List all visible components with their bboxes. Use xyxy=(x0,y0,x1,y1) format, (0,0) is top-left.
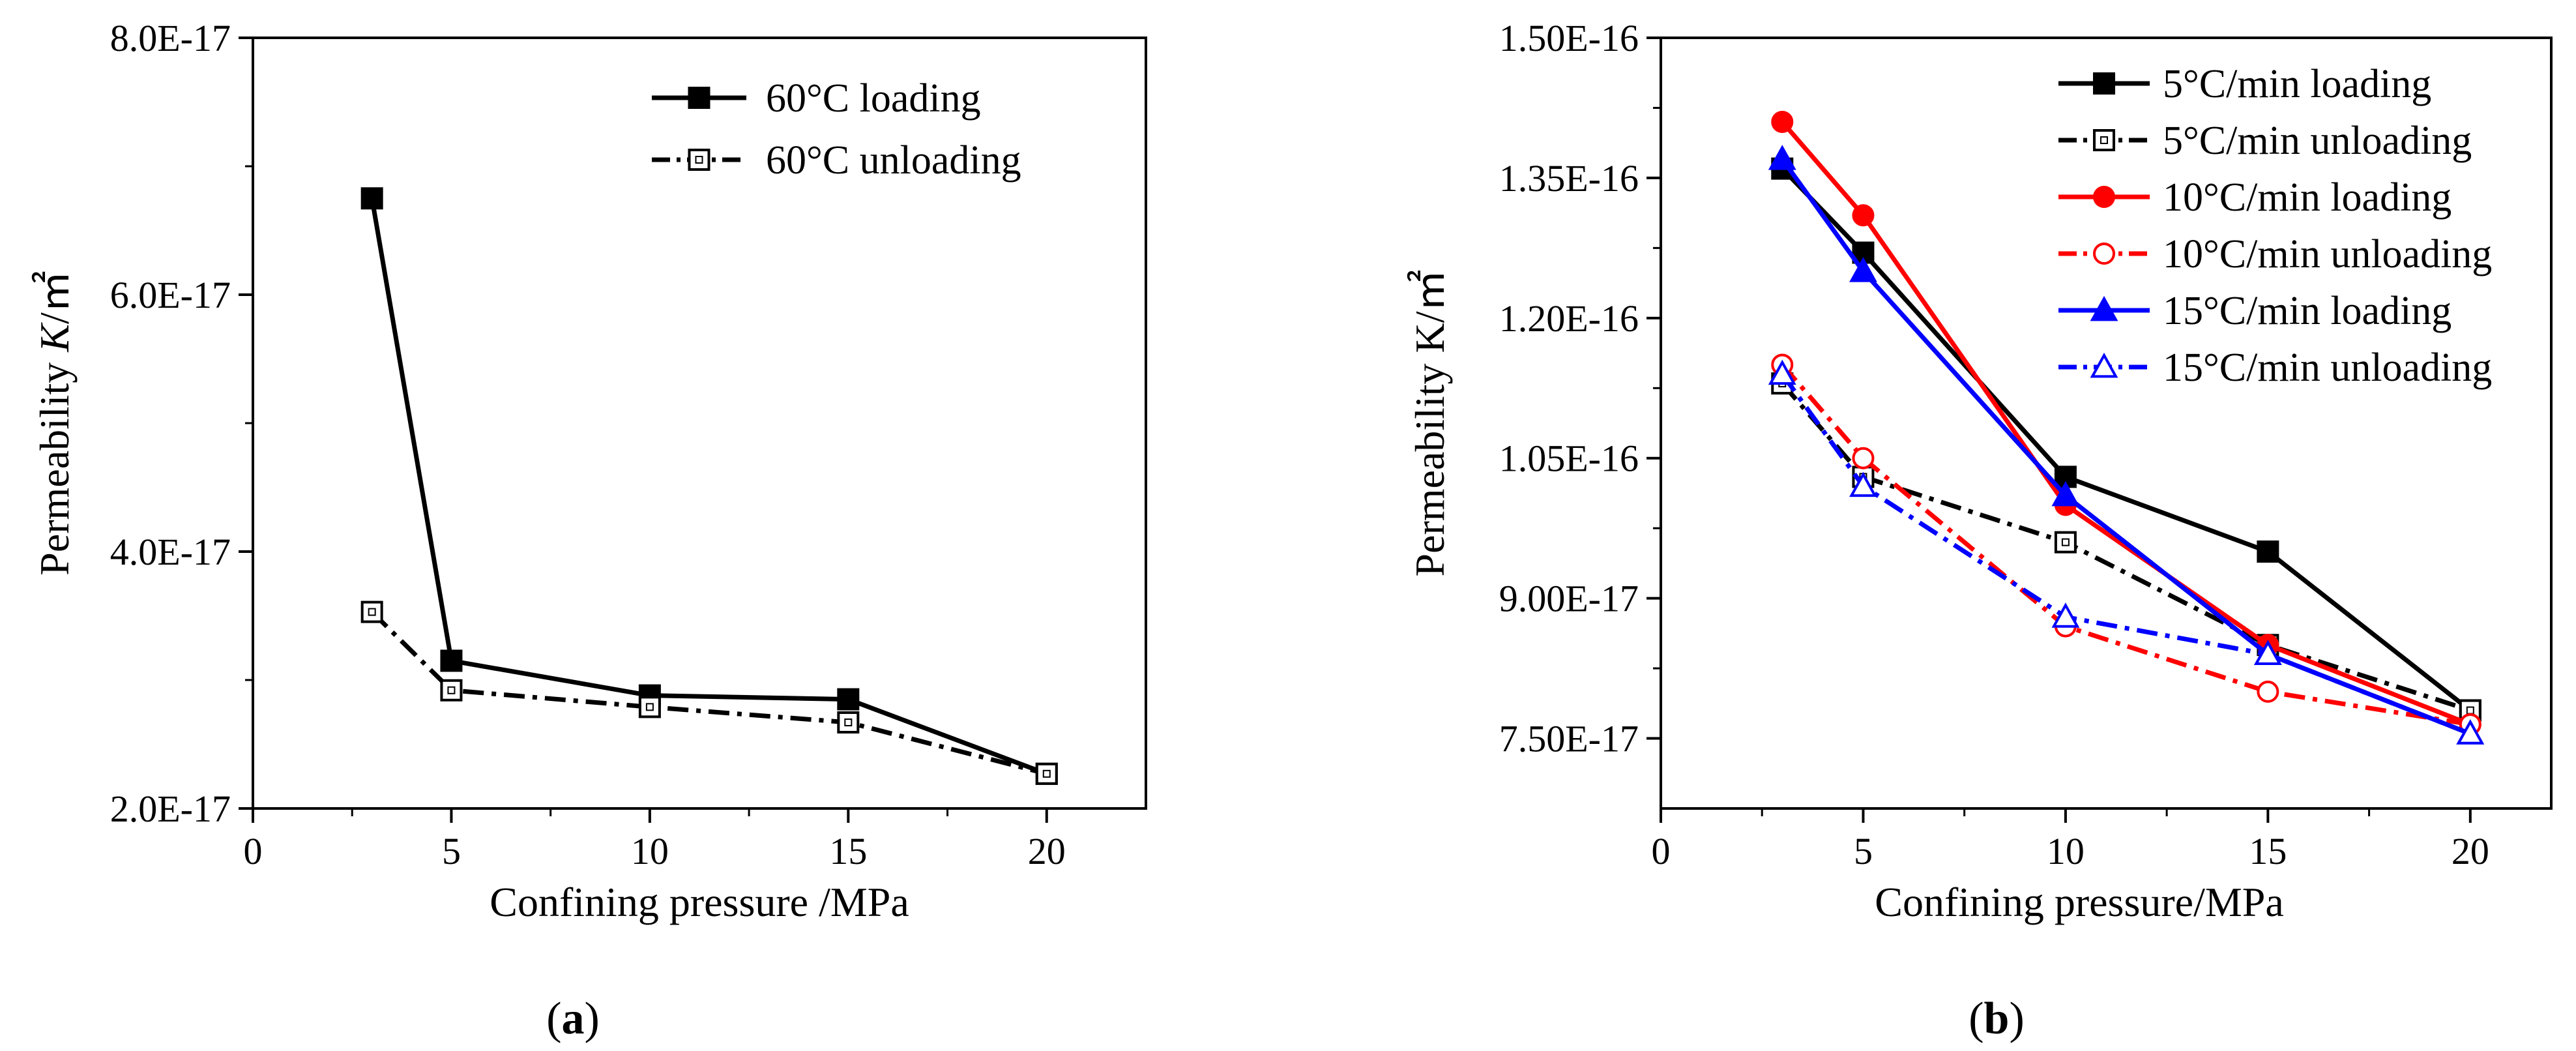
panel-a-x-tick-label: 15 xyxy=(829,830,867,872)
panel-b-caption-letter: b xyxy=(1984,994,2010,1044)
panel-b-y-tick-label: 1.20E-16 xyxy=(1499,297,1639,340)
panel-b: 0 5 10 15 20 7.50E-17 9.00E-17 1.05E-16 1.20E-16… xyxy=(1407,17,2553,1044)
panel-a-point-60-c-unloading xyxy=(440,679,463,702)
panel-b-legend-marker-15-c-min-loading xyxy=(2090,295,2118,321)
panel-b-legend-marker-5-c-min-unloading xyxy=(2093,129,2115,151)
panel-b-legend-marker-10-c-min-unloading xyxy=(2093,243,2115,265)
panel-a-legend-label-60-c-unloading: 60°C unloading xyxy=(766,138,1021,183)
panel-b-legend-label-15-c-min-loading: 15°C/min loading xyxy=(2163,289,2452,333)
panel-a-point-60-c-loading xyxy=(440,649,463,672)
panel-a-point-60-c-loading xyxy=(360,187,383,210)
panel-b-x-tick-label: 10 xyxy=(2047,830,2085,872)
panel-a-y-tick-label: 4.0E-17 xyxy=(110,531,231,573)
panel-a-point-60-c-unloading-inner xyxy=(447,686,456,694)
panel-a-legend-marker-60-c-loading xyxy=(688,87,710,109)
panel-a-series-line-60-c-loading xyxy=(370,198,1048,777)
panel-b-legend-label-10-c-min-unloading: 10°C/min unloading xyxy=(2163,232,2492,276)
panel-b-y-tick-label: 7.50E-17 xyxy=(1499,718,1639,760)
panel-b-point-15-c-min-loading xyxy=(1849,257,1877,282)
panel-a-x-axis-title: Confining pressure /MPa xyxy=(490,879,909,925)
panel-b-legend-marker-15-c-min-unloading xyxy=(2090,352,2118,378)
panel-a-y-axis-title-var: K xyxy=(31,322,78,353)
panel-b-point-15-c-min-loading xyxy=(2051,481,2080,507)
panel-a-y-tick-label: 8.0E-17 xyxy=(110,17,231,59)
panel-a-series-line-60-c-unloading xyxy=(370,610,1047,777)
panel-b-point-15-c-min-unloading xyxy=(1768,359,1796,385)
panel-b-series-line-15-c-min-unloading xyxy=(1780,372,2472,736)
panel-b-point-15-c-min-unloading xyxy=(2253,640,2282,665)
panel-b-y-tick-label: 9.00E-17 xyxy=(1499,578,1639,620)
panel-b-y-tick-label: 1.35E-16 xyxy=(1499,157,1639,200)
panel-b-y-tick-label: 1.05E-16 xyxy=(1499,437,1639,480)
panel-a-y-tick-label: 6.0E-17 xyxy=(110,274,231,316)
panel-a-y-axis-title: Permeability K/㎡ xyxy=(31,271,78,576)
panel-b-point-10-c-min-loading xyxy=(1852,204,1875,227)
panel-b-legend-marker-10-c-min-loading xyxy=(2093,186,2115,208)
panel-a-x-tick-label: 0 xyxy=(244,830,263,872)
panel-a-x-tick-label: 5 xyxy=(442,830,461,872)
panel-a-point-60-c-unloading xyxy=(1035,762,1058,785)
panel-a-legend-marker-60-c-unloading xyxy=(688,149,710,171)
panel-b-legend-label-15-c-min-unloading: 15°C/min unloading xyxy=(2163,346,2492,390)
panel-a-legend-marker-60-c-unloading-inner xyxy=(695,156,703,164)
panel-a-point-60-c-unloading xyxy=(837,711,860,734)
panel-a-caption-letter: a xyxy=(562,994,585,1044)
panel-a-caption: (a) xyxy=(546,994,600,1044)
panel-b-x-tick-label: 5 xyxy=(1854,830,1873,872)
panel-b-legend-marker-5-c-min-unloading-inner xyxy=(2100,136,2108,144)
panel-a-y-axis-title-unit: /㎡ xyxy=(31,271,78,324)
panel-b-point-15-c-min-unloading xyxy=(1849,471,1877,497)
panel-a: 0 5 10 15 20 2.0E-17 4.0E-17 6.0E-17 8.0E-17 60°… xyxy=(31,17,1147,1044)
panel-a-y-axis-title-prefix: Permeability xyxy=(31,352,78,576)
panel-a-point-60-c-unloading-inner xyxy=(1042,769,1051,778)
panel-b-point-5-c-min-loading xyxy=(2257,540,2279,563)
panel-a-point-60-c-unloading-inner xyxy=(844,718,853,727)
panel-b-legend-label-5-c-min-loading: 5°C/min loading xyxy=(2163,62,2431,106)
panel-a-legend-label-60-c-loading: 60°C loading xyxy=(766,76,981,121)
panel-b-point-5-c-min-unloading xyxy=(2054,531,2077,554)
panel-a-point-60-c-unloading xyxy=(360,600,383,623)
panel-b-legend-label-5-c-min-unloading: 5°C/min unloading xyxy=(2163,119,2472,163)
panel-b-point-15-c-min-unloading xyxy=(2456,719,2485,745)
panel-b-x-tick-label: 20 xyxy=(2452,830,2489,872)
panel-a-point-60-c-unloading-inner xyxy=(645,703,654,711)
panel-b-point-5-c-min-unloading-inner xyxy=(2061,538,2070,546)
panel-b-point-10-c-min-unloading xyxy=(2257,680,2279,703)
panel-b-point-15-c-min-loading xyxy=(1768,145,1796,170)
panel-a-point-60-c-loading xyxy=(837,688,860,711)
panel-b-point-10-c-min-loading xyxy=(1771,110,1794,133)
panel-b-y-axis-title: Permeability K/㎡ xyxy=(1407,269,1453,576)
panel-b-point-10-c-min-unloading xyxy=(1852,447,1875,469)
panel-a-x-tick-label: 20 xyxy=(1028,830,1066,872)
panel-a-point-60-c-unloading xyxy=(638,696,661,718)
panel-a-y-tick-label: 2.0E-17 xyxy=(110,788,231,830)
panel-b-point-15-c-min-unloading xyxy=(2051,602,2080,628)
panel-b-y-tick-label: 1.50E-16 xyxy=(1499,17,1639,59)
panel-b-legend-marker-5-c-min-loading xyxy=(2093,72,2115,95)
panel-b-legend-label-10-c-min-loading: 10°C/min loading xyxy=(2163,175,2452,220)
panel-b-x-tick-label: 0 xyxy=(1652,830,1671,872)
panel-b-x-axis-title: Confining pressure/MPa xyxy=(1875,879,2284,925)
panel-b-caption: (b) xyxy=(1969,994,2025,1044)
panel-a-x-tick-label: 10 xyxy=(631,830,669,872)
panel-b-plot-frame xyxy=(1660,37,2553,810)
panel-b-x-tick-label: 15 xyxy=(2249,830,2287,872)
panel-a-point-60-c-unloading-inner xyxy=(368,608,376,616)
